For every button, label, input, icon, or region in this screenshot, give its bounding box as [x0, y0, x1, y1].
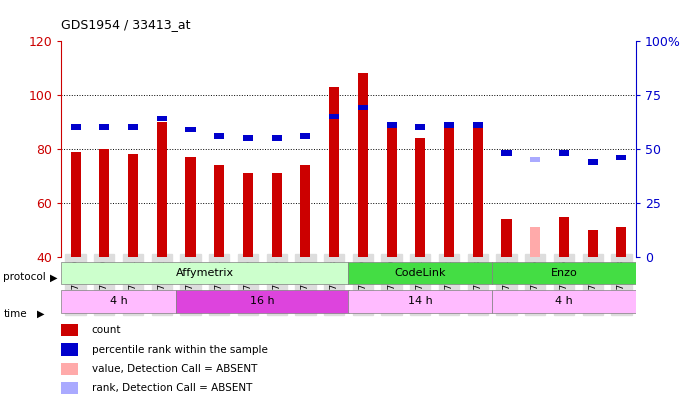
- Bar: [128, 154, 138, 257]
- Bar: [444, 122, 454, 257]
- Bar: [415, 138, 426, 257]
- Bar: [301, 165, 311, 257]
- Text: value, Detection Call = ABSENT: value, Detection Call = ABSENT: [92, 364, 257, 374]
- Bar: [473, 122, 483, 128]
- Bar: [271, 135, 282, 141]
- Text: time: time: [3, 309, 27, 319]
- Text: rank, Detection Call = ABSENT: rank, Detection Call = ABSENT: [92, 384, 252, 393]
- Bar: [501, 219, 511, 257]
- Bar: [128, 124, 138, 130]
- Bar: [71, 124, 81, 130]
- Bar: [415, 124, 426, 130]
- Bar: [559, 151, 569, 156]
- Bar: [156, 122, 167, 257]
- Bar: [176, 290, 348, 313]
- Bar: [243, 135, 253, 141]
- Bar: [616, 227, 626, 257]
- Bar: [99, 149, 109, 257]
- Text: ▶: ▶: [50, 273, 58, 282]
- Bar: [186, 127, 196, 132]
- Text: 4 h: 4 h: [109, 296, 128, 306]
- Bar: [348, 262, 492, 284]
- Bar: [588, 230, 598, 257]
- Bar: [358, 105, 368, 111]
- Bar: [214, 133, 224, 139]
- Bar: [61, 262, 348, 284]
- Bar: [473, 127, 483, 257]
- Bar: [348, 290, 492, 313]
- Text: percentile rank within the sample: percentile rank within the sample: [92, 345, 268, 354]
- Bar: [214, 165, 224, 257]
- Bar: [271, 173, 282, 257]
- Bar: [530, 227, 541, 257]
- Bar: [186, 157, 196, 257]
- Bar: [243, 173, 253, 257]
- Bar: [501, 151, 511, 156]
- Bar: [358, 73, 368, 257]
- Bar: [61, 290, 176, 313]
- Bar: [559, 217, 569, 257]
- Text: ▶: ▶: [37, 309, 45, 319]
- Bar: [329, 87, 339, 257]
- Bar: [156, 116, 167, 121]
- Text: count: count: [92, 325, 121, 335]
- Bar: [71, 151, 81, 257]
- Bar: [588, 159, 598, 164]
- Bar: [301, 133, 311, 139]
- Bar: [530, 157, 541, 162]
- Bar: [492, 262, 636, 284]
- Text: 4 h: 4 h: [555, 296, 573, 306]
- Bar: [386, 122, 396, 128]
- Bar: [444, 122, 454, 128]
- Bar: [492, 290, 636, 313]
- Text: 14 h: 14 h: [408, 296, 432, 306]
- Bar: [616, 155, 626, 160]
- Text: Affymetrix: Affymetrix: [176, 268, 234, 278]
- Text: protocol: protocol: [3, 273, 46, 282]
- Text: Enzo: Enzo: [551, 268, 577, 278]
- Text: 16 h: 16 h: [250, 296, 275, 306]
- Text: GDS1954 / 33413_at: GDS1954 / 33413_at: [61, 18, 190, 31]
- Text: CodeLink: CodeLink: [394, 268, 446, 278]
- Bar: [99, 124, 109, 130]
- Bar: [329, 114, 339, 119]
- Bar: [386, 122, 396, 257]
